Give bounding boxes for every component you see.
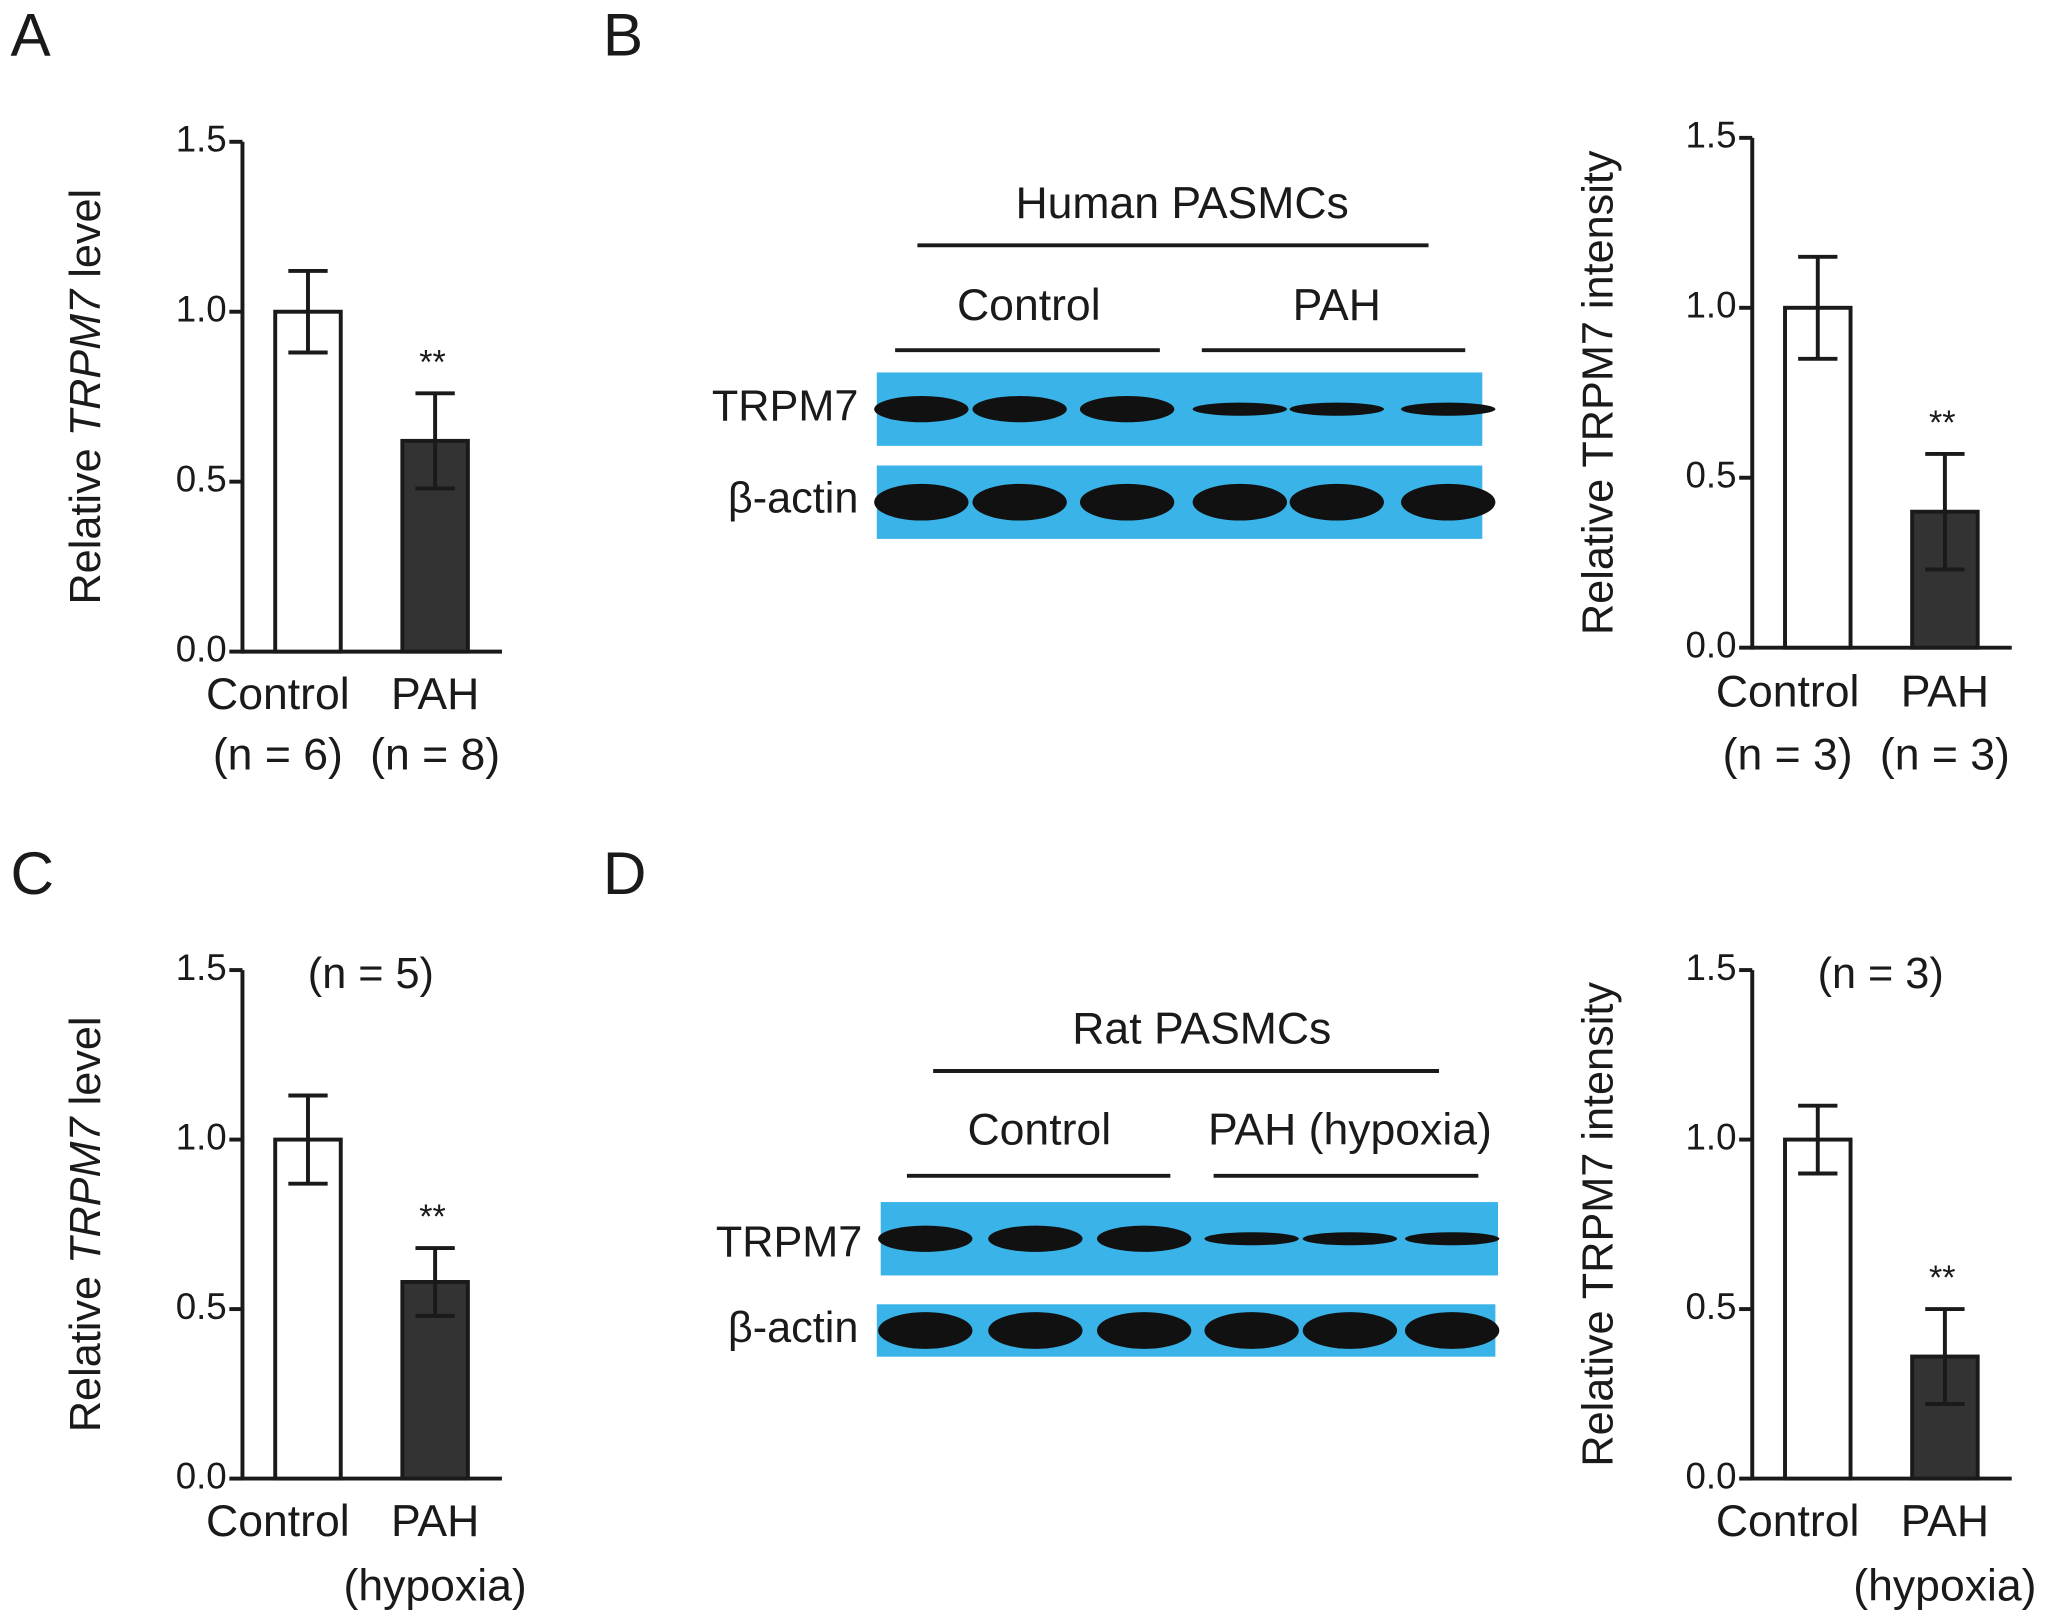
blot-band: [1302, 1312, 1398, 1349]
blot-band: [874, 483, 969, 521]
y-tick-label: 0.0: [176, 628, 227, 669]
blot-band: [1404, 1312, 1500, 1349]
blot-band: [1192, 402, 1287, 416]
y-axis-label-part: TRPM7: [63, 288, 111, 436]
y-tick-label: 1.0: [176, 288, 227, 329]
panel-letter: C: [10, 839, 54, 907]
blot-group-label: Control: [957, 281, 1101, 330]
y-axis-label-part: TRPM7: [63, 1115, 111, 1263]
blot-group-label: PAH: [1293, 281, 1381, 330]
y-tick-label: 1.5: [1686, 115, 1737, 156]
y-axis-label-part: Relative TRPM7 intensity: [1575, 982, 1623, 1467]
y-axis-label: Relative TRPM7 intensity: [1575, 150, 1623, 635]
y-tick-label: 0.5: [176, 1286, 227, 1327]
x-tick-label: PAH: [1901, 668, 1989, 717]
panel-letter: B: [603, 0, 643, 68]
blot-band: [1404, 1232, 1500, 1246]
blot-band: [1096, 1225, 1192, 1252]
x-tick-label: PAH: [1901, 1497, 1989, 1546]
significance-label: **: [419, 343, 446, 381]
blot-band: [1096, 1312, 1192, 1349]
significance-label: **: [1929, 1259, 1956, 1297]
x-tick-sublabel: (n = 3): [1880, 731, 2010, 780]
blot-title: Rat PASMCs: [1072, 1004, 1331, 1053]
blot-band: [988, 1312, 1083, 1349]
y-tick-label: 1.0: [1686, 284, 1737, 325]
blot-band: [1204, 1232, 1299, 1246]
blot-title: Human PASMCs: [1015, 179, 1348, 228]
y-tick-label: 0.0: [1686, 624, 1737, 665]
x-tick-sublabel: (hypoxia): [1853, 1561, 2036, 1610]
blot-band: [972, 483, 1067, 521]
panel-letter: D: [603, 839, 647, 907]
x-tick-sublabel: (n = 6): [213, 731, 343, 780]
y-axis-label-part: level: [63, 189, 111, 290]
x-tick-label: Control: [206, 1497, 350, 1546]
x-tick-label: Control: [206, 670, 350, 719]
y-tick-label: 1.0: [1686, 1116, 1737, 1157]
x-tick-label: PAH: [391, 670, 479, 719]
blot-band: [1401, 402, 1496, 416]
y-tick-label: 0.5: [176, 458, 227, 499]
blot-band: [1401, 483, 1496, 521]
y-tick-label: 0.0: [176, 1455, 227, 1496]
y-tick-label: 0.5: [1686, 454, 1737, 495]
y-tick-label: 1.0: [176, 1116, 227, 1157]
blot-band: [972, 396, 1067, 423]
blot-group-label: PAH (hypoxia): [1208, 1105, 1492, 1154]
significance-label: **: [419, 1198, 446, 1236]
blot-band: [878, 1312, 973, 1349]
bar: [1783, 1137, 1853, 1481]
annotation: (n = 3): [1818, 950, 1944, 998]
blot-band: [878, 1225, 973, 1252]
y-tick-label: 1.5: [176, 947, 227, 988]
x-tick-sublabel: (n = 8): [370, 731, 500, 780]
x-tick-label: Control: [1716, 1497, 1860, 1546]
blot-group-label: Control: [967, 1105, 1111, 1154]
blot-row-label: β-actin: [728, 474, 859, 522]
y-axis-label-part: Relative TRPM7 intensity: [1575, 150, 1623, 635]
bar: [273, 1137, 343, 1481]
x-tick-sublabel: (hypoxia): [344, 1561, 527, 1610]
blot-band: [1289, 402, 1384, 416]
bar: [273, 309, 343, 654]
y-axis-label-part: level: [63, 1016, 111, 1117]
x-tick-label: Control: [1716, 668, 1860, 717]
y-tick-label: 1.5: [1686, 947, 1737, 988]
y-tick-label: 0.5: [1686, 1286, 1737, 1327]
blot-row-label: β-actin: [728, 1304, 859, 1352]
blot-band: [1192, 483, 1287, 521]
x-tick-sublabel: (n = 3): [1723, 731, 1853, 780]
y-axis-label: Relative TRPM7 intensity: [1575, 982, 1623, 1467]
panel-letter: A: [10, 0, 51, 68]
y-axis-label: Relative TRPM7 level: [63, 189, 111, 605]
blot-row-label: TRPM7: [712, 383, 859, 431]
y-axis-label: Relative TRPM7 level: [63, 1016, 111, 1432]
y-tick-label: 0.0: [1686, 1455, 1737, 1496]
blot-row-label: TRPM7: [716, 1219, 863, 1267]
blot-band: [1079, 483, 1175, 521]
y-axis-label-part: Relative: [63, 436, 111, 604]
blot-band: [1289, 483, 1384, 521]
blot-band: [1079, 396, 1175, 423]
blot-band: [1204, 1312, 1299, 1349]
blot-band: [874, 396, 969, 423]
annotation: (n = 5): [308, 950, 434, 998]
blot-band: [988, 1225, 1083, 1252]
y-tick-label: 1.5: [176, 118, 227, 159]
x-tick-label: PAH: [391, 1497, 479, 1546]
blot-band: [1302, 1232, 1398, 1246]
y-axis-label-part: Relative: [63, 1264, 111, 1432]
significance-label: **: [1929, 404, 1956, 442]
